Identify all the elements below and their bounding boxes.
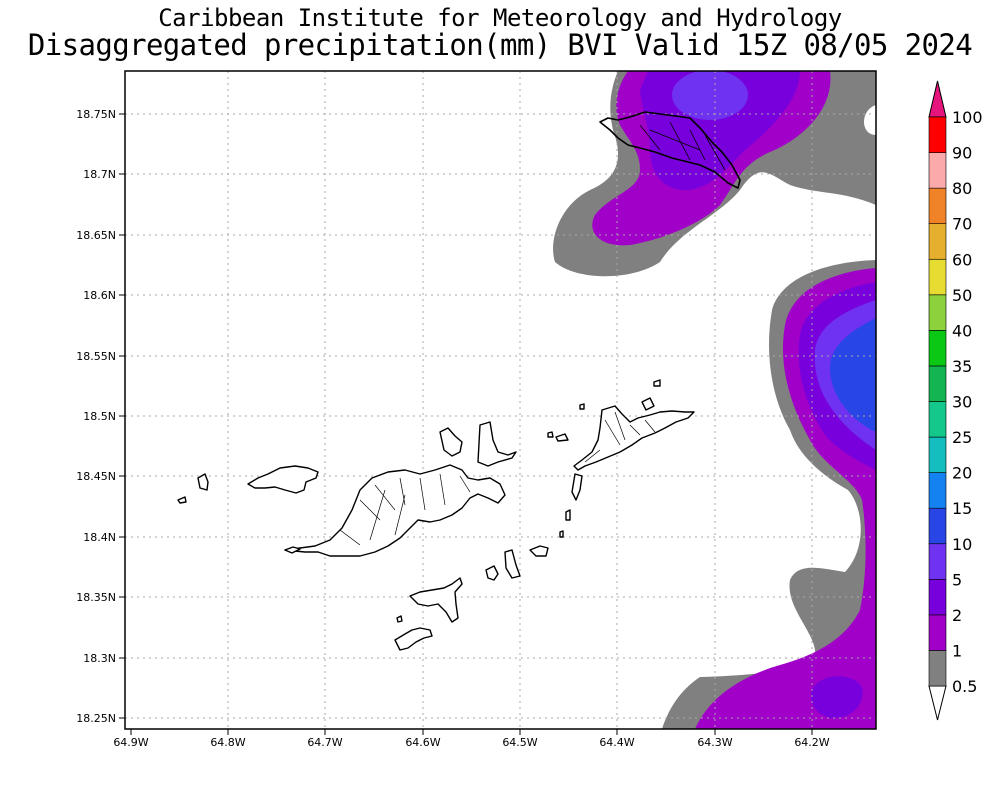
island-salt [485, 565, 499, 581]
colorbar-bin [928, 401, 947, 438]
island-cooper [529, 545, 549, 557]
colorbar-label: 1 [952, 641, 962, 660]
island-st-thomas-detail [639, 121, 726, 171]
island-st-thomas [599, 111, 741, 189]
colorbar-label: 100 [952, 108, 983, 127]
colorbar-label: 2 [952, 606, 962, 625]
island-vg-south-3 [559, 530, 564, 538]
island-virgin-gorda [573, 405, 695, 471]
colorbar-label: 70 [952, 215, 972, 234]
lat-label: 18.3N [83, 652, 116, 665]
colorbar-bin [928, 152, 947, 189]
precip-contour-2 [810, 676, 863, 719]
colorbar-bin [928, 614, 947, 651]
colorbar-label: 30 [952, 393, 972, 412]
map-frame [124, 70, 877, 730]
colorbar-top-arrow [928, 80, 947, 118]
island-guana [477, 421, 517, 467]
island-small-mid-2 [555, 433, 569, 442]
colorbar-label: 60 [952, 250, 972, 269]
colorbar-label: 20 [952, 464, 972, 483]
lat-label: 18.35N [76, 591, 116, 604]
lon-label: 64.8W [210, 736, 245, 749]
island-vg-north-1 [641, 397, 655, 411]
colorbar-label: 90 [952, 144, 972, 163]
island-tortola [284, 464, 506, 557]
axis-ticks [119, 113, 813, 735]
island-tortola-detail [339, 473, 471, 546]
island-small-mid-1 [547, 431, 554, 438]
island-small-west-2 [177, 496, 187, 504]
colorbar-label: 50 [952, 286, 972, 305]
colorbar-label: 35 [952, 357, 972, 376]
lat-label: 18.45N [76, 470, 116, 483]
colorbar-bin [928, 223, 947, 260]
island-small-south [396, 615, 403, 623]
island-north-cluster [439, 427, 463, 457]
colorbar-bin [928, 365, 947, 402]
lat-label: 18.6N [83, 289, 116, 302]
colorbar-bin [928, 187, 947, 224]
colorbar-label: 5 [952, 570, 962, 589]
colorbar-bin [928, 294, 947, 331]
lon-label: 64.7W [307, 736, 342, 749]
map-grid [125, 71, 876, 729]
lat-label: 18.65N [76, 229, 116, 242]
island-peter [409, 577, 463, 623]
island-ginger [504, 549, 521, 579]
island-small-mid-3 [579, 403, 585, 410]
precip-contour-10 [830, 318, 876, 432]
lat-label: 18.7N [83, 168, 116, 181]
colorbar-bin [928, 507, 947, 545]
colorbar-label: 25 [952, 428, 972, 447]
colorbar-bin [928, 579, 947, 616]
colorbar-bin [928, 543, 947, 580]
lon-label: 64.2W [794, 736, 829, 749]
lat-label: 18.55N [76, 350, 116, 363]
colorbar-label: 80 [952, 179, 972, 198]
lon-label: 64.3W [697, 736, 732, 749]
colorbar-bin [928, 116, 947, 153]
longitude-labels: 64.9W 64.8W 64.7W 64.6W 64.5W 64.4W 64.3… [113, 736, 829, 749]
colorbar-bin [928, 258, 947, 296]
chart-subtitle: Disaggregated precipitation(mm) BVI Vali… [27, 28, 973, 62]
lon-label: 64.5W [502, 736, 537, 749]
lat-label: 18.75N [76, 108, 116, 121]
chart-title: Caribbean Institute for Meteorology and … [158, 4, 842, 32]
colorbar-label: 10 [952, 535, 972, 554]
colorbar-bottom-arrow [928, 685, 947, 721]
lat-label: 18.4N [83, 531, 116, 544]
precip-contour-5 [672, 71, 748, 120]
lat-label: 18.25N [76, 712, 116, 725]
latitude-labels: 18.75N 18.7N 18.65N 18.6N 18.55N 18.5N 1… [76, 108, 116, 725]
lon-label: 64.4W [599, 736, 634, 749]
island-vg-south-1 [571, 473, 583, 501]
island-small-wsw [284, 546, 301, 554]
colorbar-bin [928, 472, 947, 509]
islands [177, 111, 741, 651]
colorbar-bin [928, 436, 947, 473]
island-jost-van-dyke [247, 465, 319, 494]
island-vg-south-2 [565, 509, 571, 521]
colorbar-label: 15 [952, 499, 972, 518]
island-vg-north-2 [653, 379, 661, 387]
colorbar-label: 0.5 [952, 677, 977, 696]
lon-label: 64.6W [405, 736, 440, 749]
lat-label: 18.5N [83, 410, 116, 423]
colorbar-label: 40 [952, 321, 972, 340]
island-norman [394, 627, 433, 651]
colorbar-bin [928, 650, 947, 687]
colorbar-bin [928, 330, 947, 367]
island-virgin-gorda-detail [584, 411, 656, 463]
island-small-west-1 [197, 473, 209, 491]
lon-label: 64.9W [113, 736, 148, 749]
